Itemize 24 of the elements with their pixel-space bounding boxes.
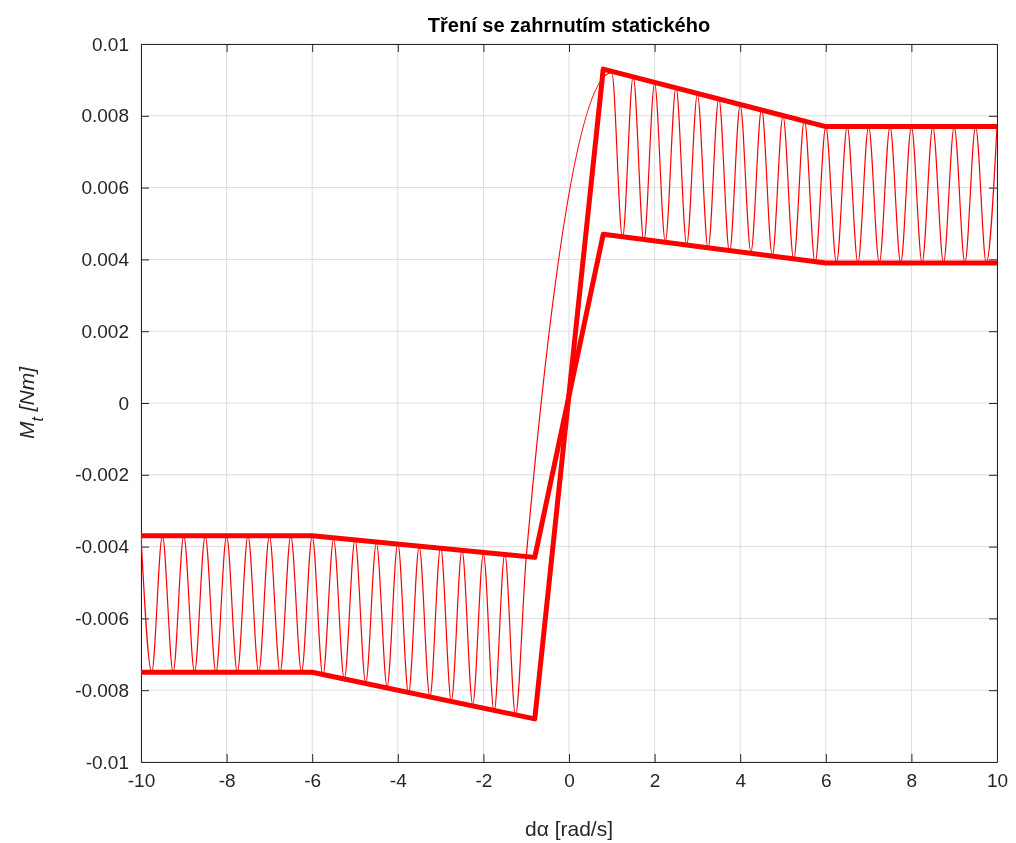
y-tick-label: -0.004 xyxy=(75,536,130,558)
x-tick-label: 10 xyxy=(986,770,1009,792)
y-tick-label: 0.004 xyxy=(81,248,130,270)
x-tick-label: -2 xyxy=(475,770,493,792)
x-tick-label: 8 xyxy=(906,770,918,792)
x-tick-label: 0 xyxy=(564,770,575,792)
y-tick-label: -0.01 xyxy=(85,751,129,773)
y-tick-label: -0.006 xyxy=(75,607,129,629)
y-tick-label: 0.01 xyxy=(92,33,129,55)
chart-title: Tření se zahrnutím statického xyxy=(427,14,711,36)
x-tick-label: 4 xyxy=(735,770,747,792)
x-tick-label: 2 xyxy=(649,770,661,792)
y-tick-label: 0 xyxy=(118,392,129,414)
y-tick-label: -0.002 xyxy=(75,464,129,486)
y-tick-label: 0.008 xyxy=(81,105,129,127)
y-tick-label: 0.002 xyxy=(81,320,129,342)
x-axis-title: dα [rad/s] xyxy=(524,817,614,840)
x-tick-label: -10 xyxy=(127,770,156,792)
x-tick-label: -6 xyxy=(304,770,322,792)
y-tick-label: -0.008 xyxy=(75,679,129,701)
x-tick-label: 6 xyxy=(821,770,832,792)
y-tick-label: 0.006 xyxy=(81,177,129,199)
x-tick-label: -4 xyxy=(389,770,408,792)
x-tick-label: -8 xyxy=(218,770,236,792)
